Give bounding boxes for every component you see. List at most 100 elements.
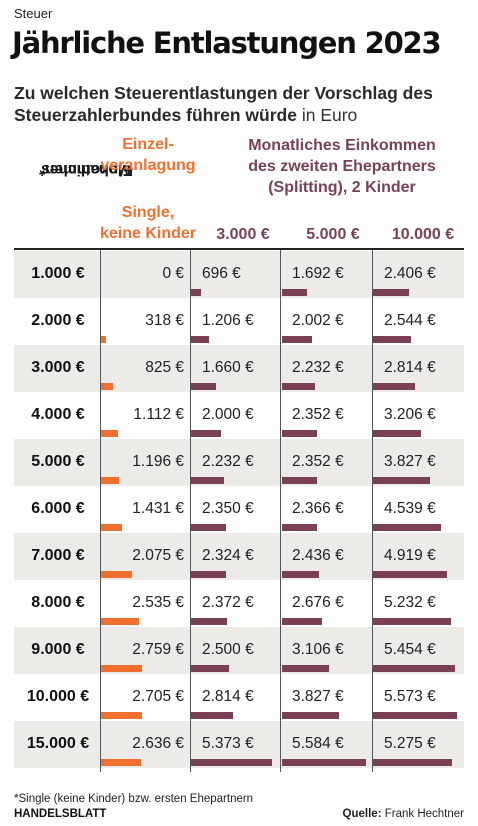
table-row: 7.000 € 2.075 € 2.324 € 2.436 € 4.919 € (14, 533, 464, 580)
source-credit: Quelle: Frank Hechtner (343, 808, 464, 820)
value-label: 2.535 € (132, 594, 184, 611)
bar-splitting (373, 477, 431, 484)
value-label: 2.000 € (202, 406, 254, 423)
table-row: 8.000 € 2.535 € 2.372 € 2.676 € 5.232 € (14, 580, 464, 627)
row-income-label: 5.000 € (31, 453, 85, 470)
table-row: 10.000 € 2.705 € 2.814 € 3.827 € 5.573 € (14, 674, 464, 721)
value-label: 4.539 € (384, 500, 436, 517)
column-divider (100, 250, 101, 772)
bar-single (101, 430, 118, 437)
value-label: 2.324 € (202, 547, 254, 564)
bar-splitting (282, 759, 366, 766)
value-label: 2.814 € (202, 688, 254, 705)
group-splitting-line3: (Splitting), 2 Kinder (268, 179, 416, 196)
value-label: 2.436 € (292, 547, 344, 564)
bar-splitting (191, 618, 227, 625)
bar-splitting (191, 571, 226, 578)
value-label: 1.112 € (133, 406, 184, 423)
bar-splitting (373, 383, 416, 390)
brand-logo: HANDELSBLATT (14, 808, 107, 820)
group-single-line4: keine Kinder (99, 225, 197, 242)
bar-splitting (373, 430, 422, 437)
subtitle-unit: in Euro (301, 105, 358, 125)
chart-subtitle: Zu welchen Steuerentlastungen der Vorsch… (14, 82, 454, 126)
value-label: 5.275 € (384, 735, 436, 752)
value-label: 1.196 € (132, 453, 184, 470)
value-label: 2.350 € (202, 500, 254, 517)
value-label: 5.373 € (202, 735, 254, 752)
value-label: 2.002 € (292, 312, 344, 329)
value-label: 2.232 € (202, 453, 254, 470)
table-row: 3.000 € 825 € 1.660 € 2.232 € 2.814 € (14, 345, 464, 392)
row-income-label: 4.000 € (31, 406, 85, 423)
bar-splitting (191, 430, 221, 437)
bar-splitting (282, 712, 340, 719)
value-label: 2.075 € (132, 547, 184, 564)
subtitle-main: Zu welchen Steuerentlastungen der Vorsch… (14, 83, 433, 125)
column-header-10000: 10.000 € (391, 226, 455, 243)
value-label: 5.573 € (384, 688, 436, 705)
bar-splitting (282, 289, 308, 296)
bar-splitting (282, 336, 313, 343)
table-row: 9.000 € 2.759 € 2.500 € 3.106 € 5.454 € (14, 627, 464, 674)
row-income-label: 9.000 € (31, 641, 85, 658)
value-label: 2.352 € (292, 453, 344, 470)
bar-splitting (282, 618, 323, 625)
table-row: 2.000 € 318 € 1.206 € 2.002 € 2.544 € (14, 298, 464, 345)
bar-splitting (373, 289, 410, 296)
value-label: 318 € (145, 312, 184, 329)
value-label: 3.206 € (384, 406, 436, 423)
row-income-label: 2.000 € (31, 312, 85, 329)
value-label: 4.919 € (384, 547, 436, 564)
value-label: 1.431 € (132, 500, 184, 517)
bar-splitting (191, 759, 272, 766)
bar-splitting (373, 618, 452, 625)
value-label: 2.406 € (384, 265, 436, 282)
column-divider (190, 250, 191, 772)
value-label: 3.827 € (292, 688, 344, 705)
bar-single (101, 618, 140, 625)
value-label: 2.372 € (202, 594, 254, 611)
row-income-label: 15.000 € (26, 735, 90, 752)
row-income-label: 3.000 € (31, 359, 85, 376)
value-label: 1.206 € (202, 312, 254, 329)
group-splitting-line2: des zweiten Ehepartners (248, 158, 436, 175)
footnote: *Single (keine Kinder) bzw. ersten Ehepa… (14, 793, 254, 805)
table-row: 15.000 € 2.636 € 5.373 € 5.584 € 5.275 € (14, 721, 464, 768)
row-header: Monatliches Einkommen* (20, 140, 133, 244)
bar-splitting (191, 383, 216, 390)
bar-single (101, 759, 141, 766)
bar-splitting (191, 665, 229, 672)
column-divider (372, 250, 373, 772)
value-label: 5.454 € (384, 641, 436, 658)
bar-single (101, 712, 142, 719)
row-income-label: 10.000 € (26, 688, 90, 705)
value-label: 5.584 € (292, 735, 344, 752)
table-row: 1.000 € 0 € 696 € 1.692 € 2.406 € (14, 251, 464, 298)
value-label: 2.544 € (384, 312, 436, 329)
value-label: 2.814 € (384, 359, 436, 376)
bar-splitting (373, 712, 457, 719)
value-label: 2.636 € (132, 735, 184, 752)
bar-splitting (373, 571, 447, 578)
bar-single (101, 524, 123, 531)
row-income-label: 6.000 € (31, 500, 85, 517)
value-label: 1.660 € (202, 359, 254, 376)
group-splitting-line1: Monatliches Einkommen (248, 137, 436, 154)
bar-splitting (191, 524, 227, 531)
bar-splitting (191, 712, 234, 719)
source-value: Frank Hechtner (384, 808, 464, 820)
row-income-label: 1.000 € (31, 265, 85, 282)
bar-splitting (191, 477, 225, 484)
value-label: 2.352 € (292, 406, 344, 423)
bar-single (101, 571, 133, 578)
bar-splitting (282, 477, 318, 484)
row-income-label: 7.000 € (31, 547, 85, 564)
bar-splitting (191, 289, 202, 296)
bar-splitting (373, 336, 412, 343)
bar-splitting (282, 665, 329, 672)
bar-splitting (282, 571, 319, 578)
bar-splitting (191, 336, 210, 343)
bar-single (101, 665, 143, 672)
table-row: 4.000 € 1.112 € 2.000 € 2.352 € 3.206 € (14, 392, 464, 439)
